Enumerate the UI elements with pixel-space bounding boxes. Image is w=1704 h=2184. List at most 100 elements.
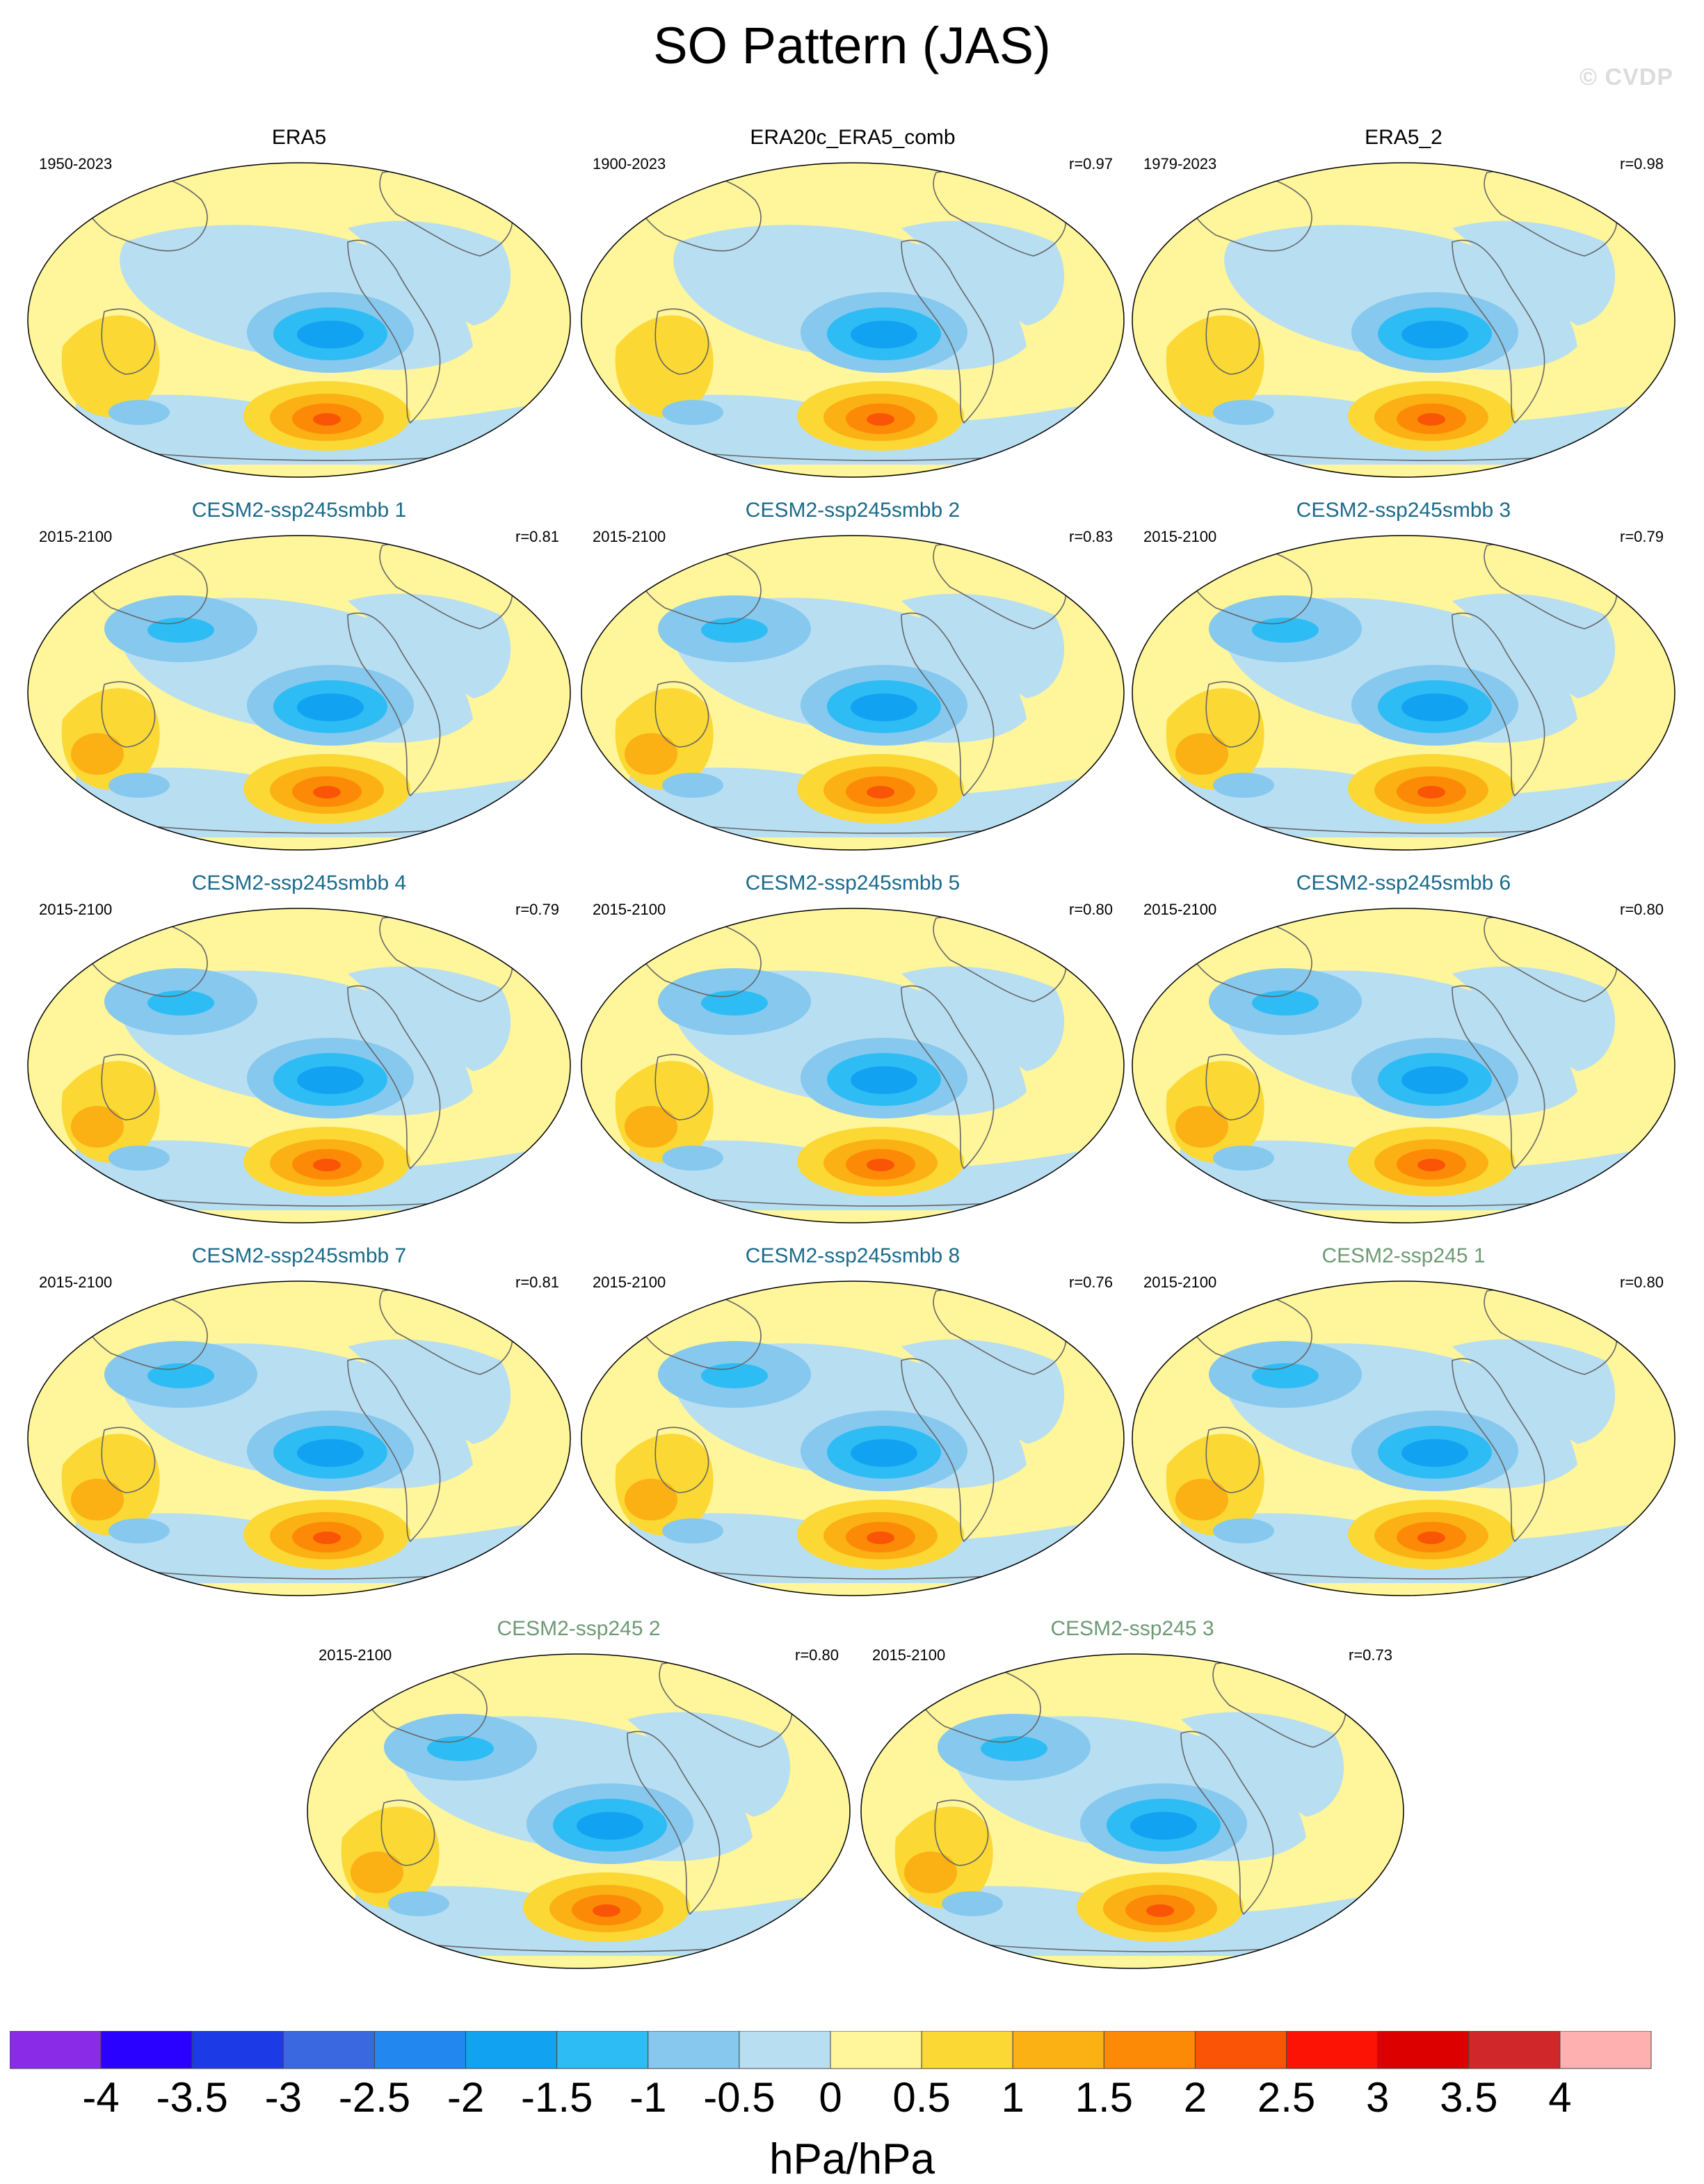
map-panel: ERA20c_ERA5_comb 1900-2023 r=0.97 (574, 125, 1131, 487)
pattern-map (581, 908, 1125, 1223)
panel-period: 2015-2100 (593, 1274, 666, 1291)
pattern-map (581, 535, 1125, 851)
colorbar-swatch (1194, 2031, 1287, 2069)
map-panel: CESM2-ssp245smbb 4 2015-2100 r=0.79 (21, 871, 577, 1232)
colorbar-tick-label: -1.5 (521, 2074, 593, 2121)
panel-correlation: r=0.98 (1620, 155, 1664, 172)
colorbar-swatch (1559, 2031, 1652, 2069)
colorbar-tick-label: 4 (1548, 2074, 1571, 2121)
panel-period: 2015-2100 (39, 528, 113, 545)
panel-title: ERA5_2 (1365, 126, 1442, 149)
panel-correlation: r=0.81 (515, 1274, 559, 1291)
colorbar-swatch (10, 2031, 102, 2069)
map-panel: CESM2-ssp245 1 2015-2100 r=0.80 (1125, 1244, 1682, 1605)
colorbar-swatch (556, 2031, 649, 2069)
panel-correlation: r=0.73 (1349, 1646, 1392, 1664)
panel-title: CESM2-ssp245smbb 6 (1296, 872, 1511, 894)
panel-title: CESM2-ssp245smbb 2 (745, 499, 960, 522)
colorbar-swatch (1012, 2031, 1104, 2069)
colorbar-swatch (465, 2031, 558, 2069)
map-panel: CESM2-ssp245smbb 6 2015-2100 r=0.80 (1125, 871, 1682, 1232)
colorbar-swatch (1286, 2031, 1379, 2069)
colorbar-swatch (921, 2031, 1013, 2069)
pattern-map (27, 1280, 571, 1596)
map-panel: CESM2-ssp245smbb 3 2015-2100 r=0.79 (1125, 498, 1682, 860)
panel-period: 2015-2100 (319, 1646, 392, 1664)
colorbar-swatch (373, 2031, 467, 2069)
pattern-map (581, 162, 1125, 478)
map-panel: CESM2-ssp245smbb 8 2015-2100 r=0.76 (574, 1244, 1131, 1605)
panel-correlation: r=0.80 (1620, 1274, 1664, 1291)
panel-title: CESM2-ssp245 1 (1321, 1244, 1486, 1267)
pattern-map (860, 1653, 1404, 1969)
colorbar-tick-label: -2.5 (339, 2074, 410, 2121)
panel-title: CESM2-ssp245smbb 1 (191, 499, 407, 522)
panel-period: 2015-2100 (39, 1274, 113, 1291)
pattern-map (27, 908, 571, 1223)
colorbar-tick-label: 2 (1184, 2074, 1207, 2121)
panel-period: 2015-2100 (872, 1646, 946, 1664)
panel-correlation: r=0.83 (1069, 528, 1113, 545)
panel-period: 2015-2100 (1143, 528, 1217, 545)
map-panel: CESM2-ssp245smbb 1 2015-2100 r=0.81 (21, 498, 577, 860)
colorbar-tick-label: 0.5 (892, 2074, 950, 2121)
colorbar-tick-label: -2 (447, 2074, 484, 2121)
colorbar-tick-label: -3 (265, 2074, 302, 2121)
panel-title: CESM2-ssp245 2 (497, 1617, 661, 1640)
map-panel: ERA5 1950-2023 (21, 125, 577, 487)
panel-title: CESM2-ssp245smbb 7 (191, 1244, 407, 1267)
pattern-map (1132, 162, 1675, 478)
figure-title: SO Pattern (JAS) (653, 17, 1051, 74)
colorbar-swatch (191, 2031, 284, 2069)
map-panel: CESM2-ssp245smbb 5 2015-2100 r=0.80 (574, 871, 1131, 1232)
colorbar-swatch (1468, 2031, 1561, 2069)
panel-period: 1979-2023 (1143, 155, 1217, 172)
colorbar-tick-label: -1 (629, 2074, 666, 2121)
panel-period: 2015-2100 (1143, 1274, 1217, 1291)
pattern-map (307, 1653, 851, 1969)
panel-correlation: r=0.81 (515, 528, 559, 545)
panel-correlation: r=0.80 (795, 1646, 839, 1664)
colorbar-swatch (648, 2031, 740, 2069)
panel-correlation: r=0.97 (1069, 155, 1113, 172)
colorbar-tick-label: 3.5 (1440, 2074, 1497, 2121)
colorbar: -4 -3.5 -3 -2.5 -2 -1.5 -1 -0.5 0 0.5 1 1.5 2 2.5 3 3.5… (10, 2031, 1652, 2121)
panel-title: CESM2-ssp245smbb 3 (1296, 499, 1511, 522)
panel-period: 1950-2023 (39, 155, 113, 172)
pattern-map (1132, 535, 1675, 851)
pattern-map (27, 535, 571, 851)
panel-correlation: r=0.80 (1620, 901, 1664, 918)
pattern-map (27, 162, 571, 478)
panel-period: 2015-2100 (593, 528, 666, 545)
colorbar-swatch (739, 2031, 831, 2069)
panel-correlation: r=0.80 (1069, 901, 1113, 918)
pattern-map (1132, 908, 1675, 1223)
pattern-map (1132, 1280, 1675, 1596)
panel-title: ERA20c_ERA5_comb (750, 126, 956, 149)
colorbar-swatch (100, 2031, 193, 2069)
colorbar-tick-label: 3 (1366, 2074, 1389, 2121)
panel-title: CESM2-ssp245smbb 8 (745, 1244, 960, 1267)
map-panel: CESM2-ssp245smbb 7 2015-2100 r=0.81 (21, 1244, 577, 1605)
colorbar-tick-label: 0 (819, 2074, 842, 2121)
colorbar-swatch (1377, 2031, 1470, 2069)
panel-period: 1900-2023 (593, 155, 666, 172)
colorbar-tick-label: -3.5 (156, 2074, 228, 2121)
panel-title: CESM2-ssp245smbb 4 (191, 872, 407, 894)
map-panel: CESM2-ssp245 2 2015-2100 r=0.80 (300, 1616, 857, 1978)
colorbar-swatch (1103, 2031, 1196, 2069)
colorbar-tick-label: -0.5 (703, 2074, 775, 2121)
map-panel: CESM2-ssp245 3 2015-2100 r=0.73 (854, 1616, 1410, 1978)
panel-correlation: r=0.79 (515, 901, 559, 918)
pattern-map (581, 1280, 1125, 1596)
colorbar-tick-label: 2.5 (1257, 2074, 1315, 2121)
map-panel: CESM2-ssp245smbb 2 2015-2100 r=0.83 (574, 498, 1131, 860)
colorbar-units: hPa/hPa (769, 2135, 935, 2183)
panel-title: ERA5 (271, 126, 327, 149)
panel-title: CESM2-ssp245 3 (1050, 1617, 1214, 1640)
panel-correlation: r=0.79 (1620, 528, 1664, 545)
panel-title: CESM2-ssp245smbb 5 (745, 872, 960, 894)
panel-period: 2015-2100 (39, 901, 113, 918)
panel-period: 2015-2100 (593, 901, 666, 918)
colorbar-tick-label: 1 (1002, 2074, 1024, 2121)
